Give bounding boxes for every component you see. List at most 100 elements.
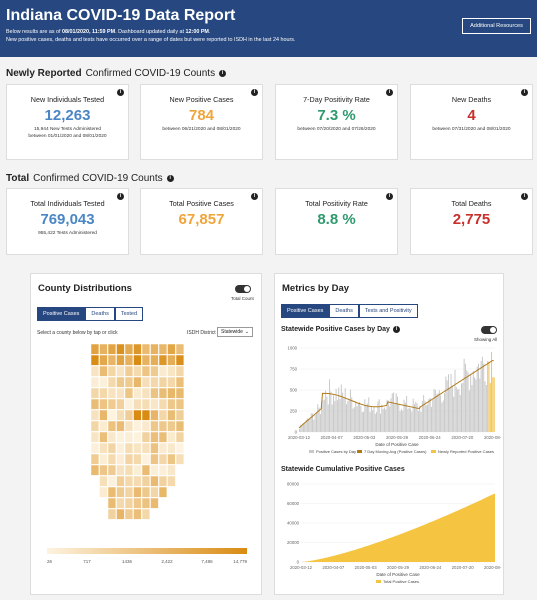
info-icon[interactable]: i bbox=[117, 89, 124, 96]
info-icon[interactable]: i bbox=[117, 193, 124, 200]
daily-bar bbox=[412, 398, 414, 432]
daily-bar bbox=[475, 379, 477, 432]
tab-metrics-deaths[interactable]: Deaths bbox=[329, 304, 359, 318]
daily-bar bbox=[329, 379, 331, 432]
info-icon[interactable]: i bbox=[166, 175, 174, 182]
county-shape bbox=[99, 409, 108, 421]
daily-bar bbox=[428, 399, 430, 432]
daily-bar bbox=[446, 380, 448, 432]
county-shape bbox=[107, 486, 117, 498]
daily-bar bbox=[421, 400, 423, 432]
report-header: Indiana COVID-19 Data Report Below resul… bbox=[0, 0, 537, 57]
county-shape bbox=[107, 354, 117, 366]
tab-deaths[interactable]: Deaths bbox=[85, 307, 115, 321]
total-positive-value: 67,857 bbox=[178, 211, 225, 228]
county-shape bbox=[116, 431, 125, 443]
county-shape bbox=[175, 409, 185, 421]
county-shape bbox=[150, 453, 159, 465]
toggle-label: Total Count bbox=[231, 296, 254, 301]
x-tick-label: 2020-03-12 bbox=[290, 565, 313, 570]
county-shape bbox=[116, 497, 125, 509]
showing-all-toggle[interactable] bbox=[481, 326, 497, 334]
daily-bar bbox=[472, 370, 474, 432]
county-shape bbox=[99, 376, 108, 388]
county-shape bbox=[116, 398, 125, 410]
total-count-toggle[interactable] bbox=[235, 285, 251, 293]
legend-label: 7 Day Moving Avg (Positive Cases) bbox=[364, 449, 427, 454]
daily-bar bbox=[302, 423, 304, 432]
info-icon[interactable]: i bbox=[251, 193, 258, 200]
county-shape bbox=[167, 354, 176, 366]
daily-bar bbox=[366, 403, 368, 432]
additional-resources-button[interactable]: Additional Resources bbox=[462, 18, 531, 34]
county-shape bbox=[175, 442, 185, 454]
county-shape bbox=[91, 365, 100, 377]
daily-bar bbox=[355, 400, 357, 432]
daily-bar bbox=[301, 424, 303, 432]
legend-tick-label: 7,486 bbox=[201, 559, 213, 564]
info-icon[interactable]: i bbox=[386, 193, 393, 200]
county-shape bbox=[141, 486, 151, 498]
daily-bar bbox=[334, 400, 336, 432]
county-shape bbox=[116, 453, 125, 465]
daily-bar bbox=[457, 389, 459, 432]
county-shape bbox=[141, 453, 151, 465]
legend-label: Positive Cases by Day bbox=[316, 449, 356, 454]
daily-bar bbox=[352, 408, 354, 432]
county-shape bbox=[124, 344, 134, 355]
county-shape bbox=[124, 354, 134, 366]
card-new-positive: i New Positive Cases 784 between 06/21/2… bbox=[140, 84, 263, 160]
daily-bar bbox=[357, 403, 359, 432]
daily-bar bbox=[470, 373, 472, 432]
county-shape bbox=[133, 475, 142, 487]
county-shape bbox=[150, 464, 159, 476]
daily-bar bbox=[436, 394, 438, 432]
daily-bar bbox=[313, 419, 315, 432]
daily-bar bbox=[377, 401, 379, 432]
legend-tick-label: 26 bbox=[47, 559, 53, 564]
county-shape bbox=[133, 453, 142, 465]
daily-bar bbox=[349, 389, 351, 432]
info-icon[interactable]: i bbox=[392, 326, 400, 333]
info-icon[interactable]: i bbox=[521, 193, 528, 200]
tab-metrics-positive[interactable]: Positive Cases bbox=[281, 304, 330, 318]
county-shape bbox=[175, 387, 185, 399]
daily-bar bbox=[444, 393, 446, 432]
daily-bar bbox=[476, 366, 478, 432]
county-shape bbox=[158, 453, 168, 465]
card-total-deaths: i Total Deaths 2,775 bbox=[410, 188, 533, 255]
county-shape bbox=[158, 475, 168, 487]
county-shape bbox=[99, 398, 108, 410]
info-icon[interactable]: i bbox=[521, 89, 528, 96]
county-shape bbox=[91, 420, 100, 432]
indiana-county-map[interactable] bbox=[91, 344, 191, 534]
card-positivity-rate: i 7-Day Positivity Rate 7.3 % between 07… bbox=[275, 84, 398, 160]
county-shape bbox=[124, 431, 134, 443]
daily-bar bbox=[455, 386, 457, 432]
daily-bar bbox=[419, 406, 421, 432]
tab-tested[interactable]: Tested bbox=[114, 307, 144, 321]
new-tested-value: 12,263 bbox=[44, 107, 91, 124]
daily-bar bbox=[471, 385, 473, 432]
legend-label: Total Positive Cases bbox=[383, 579, 419, 584]
daily-bar bbox=[344, 388, 346, 432]
county-shape bbox=[116, 486, 125, 498]
daily-bar bbox=[480, 361, 482, 432]
district-select[interactable]: Statewide ⌄ bbox=[217, 327, 253, 337]
county-shape bbox=[133, 354, 142, 366]
daily-bar bbox=[407, 408, 409, 432]
tab-positive-cases[interactable]: Positive Cases bbox=[37, 307, 86, 321]
info-icon[interactable]: i bbox=[386, 89, 393, 96]
daily-bar bbox=[488, 361, 490, 432]
daily-bar bbox=[317, 404, 319, 432]
daily-bar bbox=[483, 363, 485, 432]
x-tick-label: 2020-05-03 bbox=[355, 565, 378, 570]
daily-bar bbox=[438, 390, 440, 432]
daily-bar bbox=[370, 406, 372, 432]
county-shape bbox=[99, 344, 108, 355]
tab-metrics-tests[interactable]: Tests and Positivity bbox=[358, 304, 418, 318]
info-icon[interactable]: i bbox=[219, 70, 227, 77]
info-icon[interactable]: i bbox=[251, 89, 258, 96]
